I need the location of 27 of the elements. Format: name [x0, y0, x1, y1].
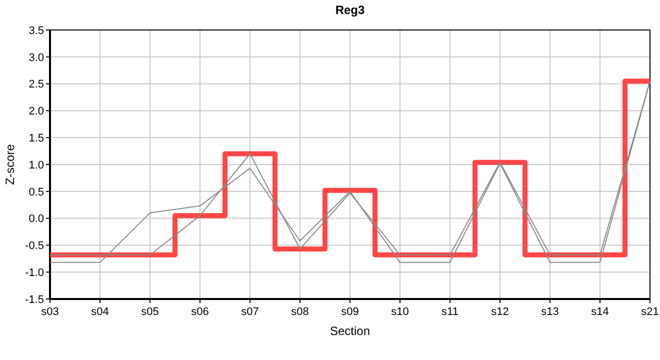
y-tick-label: 1.0	[28, 159, 44, 172]
y-tick-label: 3.0	[28, 52, 44, 64]
x-tick-label: s06	[191, 306, 209, 318]
x-tick-label: s12	[491, 306, 509, 318]
y-tick-label: 0.0	[28, 213, 44, 226]
y-tick-label: 1.5	[28, 132, 44, 144]
x-tick-label: s09	[341, 306, 359, 318]
y-tick-label: -0.5	[25, 240, 44, 252]
x-tick-label: s14	[591, 306, 609, 318]
y-tick-label: -1.5	[25, 294, 44, 306]
x-tick-label: s11	[442, 306, 458, 318]
y-axis-title: Z-score	[3, 144, 17, 185]
x-axis-title: Section	[330, 324, 370, 338]
chart-title: Reg3	[335, 3, 365, 17]
y-tick-label: -1.0	[25, 266, 44, 279]
x-tick-label: s13	[541, 306, 559, 318]
x-tick-label: s07	[241, 306, 259, 318]
x-tick-label: s21	[641, 306, 659, 318]
y-tick-label: 2.0	[28, 106, 44, 118]
x-tick-label: s04	[91, 306, 109, 318]
x-tick-label: s05	[141, 306, 159, 318]
x-tick-label: s03	[41, 306, 59, 318]
x-tick-label: s10	[391, 306, 409, 318]
y-tick-label: 3.5	[28, 24, 44, 37]
y-tick-label: 2.5	[28, 78, 44, 91]
y-tick-label: 0.5	[28, 186, 44, 198]
x-tick-label: s08	[291, 306, 309, 318]
